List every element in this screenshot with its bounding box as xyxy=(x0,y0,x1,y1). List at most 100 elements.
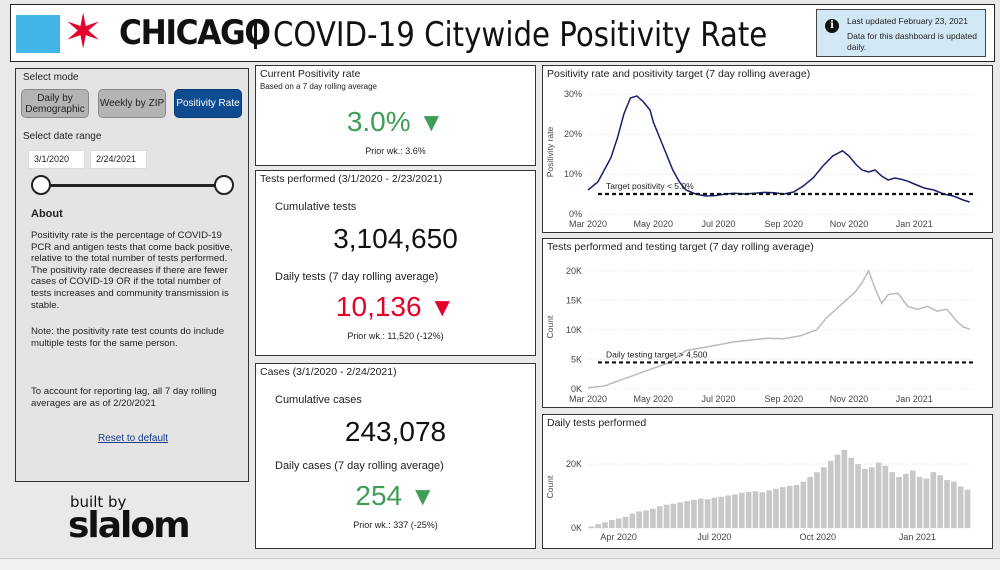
bar xyxy=(711,497,718,528)
positivity-value: 3.0% ▼ xyxy=(256,106,535,138)
card-title: Current Positivity rate xyxy=(260,68,361,80)
bar xyxy=(909,470,916,528)
mode-weekly-zip-button[interactable]: Weekly by ZIP xyxy=(98,89,166,118)
x-tick-label: Jul 2020 xyxy=(701,394,735,404)
target-label: Daily testing target > 4,500 xyxy=(606,349,708,359)
title-divider xyxy=(254,19,257,49)
select-mode-label: Select mode xyxy=(23,72,79,83)
bar xyxy=(821,467,827,528)
series-line xyxy=(587,269,970,389)
bar xyxy=(684,501,690,528)
slider-start-handle[interactable] xyxy=(31,175,51,195)
y-axis-label: Positivity rate xyxy=(545,126,555,177)
about-heading: About xyxy=(31,208,63,220)
positivity-chart-card: Positivity rate and positivity target (7… xyxy=(542,65,993,233)
bar xyxy=(855,464,861,528)
bar xyxy=(745,491,752,528)
update-frequency-text: Data for this dashboard is updated daily… xyxy=(847,31,977,52)
bar xyxy=(800,481,807,528)
bar xyxy=(827,460,834,528)
series-line xyxy=(587,95,970,203)
cumulative-tests-label: Cumulative tests xyxy=(275,201,357,213)
y-tick-label: 20K xyxy=(566,459,582,469)
tests-chart: 0K 5K 10K 15K 20K Mar 2020 May 2020 Jul 2020 Sep… xyxy=(545,266,973,404)
x-tick-label: Mar 2020 xyxy=(569,394,607,404)
brand-name: CHICAGO xyxy=(119,13,271,53)
daily-tests-value: 10,136 ▼ xyxy=(256,291,535,323)
bar xyxy=(780,487,786,528)
cumulative-tests-value: 3,104,650 xyxy=(333,223,458,254)
select-date-label: Select date range xyxy=(23,131,102,142)
chicago-flag-logo: ✶ xyxy=(16,9,116,57)
bar xyxy=(841,449,848,528)
reset-link[interactable]: Reset to default xyxy=(98,433,169,444)
x-tick-label: Apr 2020 xyxy=(600,532,637,542)
mode-daily-demographic-button[interactable]: Daily by Demographic xyxy=(21,89,89,118)
bar xyxy=(773,488,779,528)
bar xyxy=(656,506,663,528)
mode-positivity-rate-button[interactable]: Positivity Rate xyxy=(174,89,242,118)
bar xyxy=(670,503,677,528)
bar xyxy=(718,496,725,528)
daily-cases-value: 254 ▼ xyxy=(256,480,535,512)
bar xyxy=(882,465,889,528)
positivity-kpi-card: Current Positivity rate Based on a 7 day… xyxy=(255,65,536,166)
down-arrow-icon: ▼ xyxy=(418,107,445,137)
bar xyxy=(588,526,595,528)
x-tick-label: Jan 2021 xyxy=(896,394,933,404)
bar xyxy=(793,484,800,528)
x-tick-label: Jan 2021 xyxy=(899,532,936,542)
about-description: Positivity rate is the percentage of COV… xyxy=(31,230,233,311)
x-tick-label: Nov 2020 xyxy=(830,394,869,404)
bar xyxy=(868,467,875,528)
sidebar: Select mode Daily by Demographic Weekly … xyxy=(15,68,249,482)
card-title: Cases (3/1/2020 - 2/24/2021) xyxy=(260,366,397,378)
bar xyxy=(957,486,964,528)
chart-title: Positivity rate and positivity target (7… xyxy=(547,68,811,80)
bar xyxy=(889,472,896,528)
bar xyxy=(944,480,950,528)
chart-title: Tests performed and testing target (7 da… xyxy=(547,241,814,253)
bar xyxy=(875,462,882,528)
y-axis-label: Count xyxy=(545,315,555,338)
bar xyxy=(752,491,759,528)
bar xyxy=(691,499,697,528)
slider-end-handle[interactable] xyxy=(214,175,234,195)
bar xyxy=(950,481,957,528)
start-date-input[interactable]: 3/1/2020 xyxy=(28,150,85,169)
y-axis-label: Count xyxy=(545,475,555,498)
prior-week-text: Prior wk.: 3.6% xyxy=(365,146,426,156)
y-tick-label: 0K xyxy=(571,384,582,394)
last-updated-panel: i Last updated February 23, 2021 Data fo… xyxy=(816,9,986,57)
bar xyxy=(786,485,793,528)
prior-week-text: Prior wk.: 337 (-25%) xyxy=(353,520,438,530)
y-tick-label: 15K xyxy=(566,295,582,305)
bar xyxy=(916,476,923,528)
daily-tests-number: 10,136 xyxy=(335,291,422,322)
date-range-slider[interactable] xyxy=(41,184,223,187)
x-tick-label: Nov 2020 xyxy=(830,219,869,229)
bar xyxy=(677,502,684,528)
bar xyxy=(964,489,971,528)
prior-week-text: Prior wk.: 11,520 (-12%) xyxy=(347,331,444,341)
tests-kpi-card: Tests performed (3/1/2020 - 2/23/2021) C… xyxy=(255,170,536,356)
bar xyxy=(930,472,937,528)
cumulative-cases-label: Cumulative cases xyxy=(275,394,362,406)
bar xyxy=(622,516,629,528)
x-tick-label: Oct 2020 xyxy=(800,532,837,542)
header: ✶ CHICAGO COVID-19 Citywide Positivity R… xyxy=(10,4,995,62)
daily-cases-label: Daily cases (7 day rolling average) xyxy=(275,460,444,472)
x-tick-label: Jan 2021 xyxy=(896,219,933,229)
slalom-logo: slalom xyxy=(68,505,191,546)
x-tick-label: Sep 2020 xyxy=(764,394,803,404)
bar xyxy=(615,518,622,528)
end-date-input[interactable]: 2/24/2021 xyxy=(90,150,147,169)
horizontal-scrollbar[interactable] xyxy=(0,558,1000,570)
cumulative-cases-value: 243,078 xyxy=(344,416,447,447)
daily-tests-chart: 0K 20K Count Apr 2020 Jul 2020 Oct 2020 Jan 20… xyxy=(545,449,971,542)
y-tick-label: 20K xyxy=(566,266,582,276)
y-tick-label: 20% xyxy=(564,129,582,139)
y-tick-label: 10% xyxy=(564,169,582,179)
y-tick-label: 10K xyxy=(566,325,582,335)
info-icon: i xyxy=(825,19,839,33)
